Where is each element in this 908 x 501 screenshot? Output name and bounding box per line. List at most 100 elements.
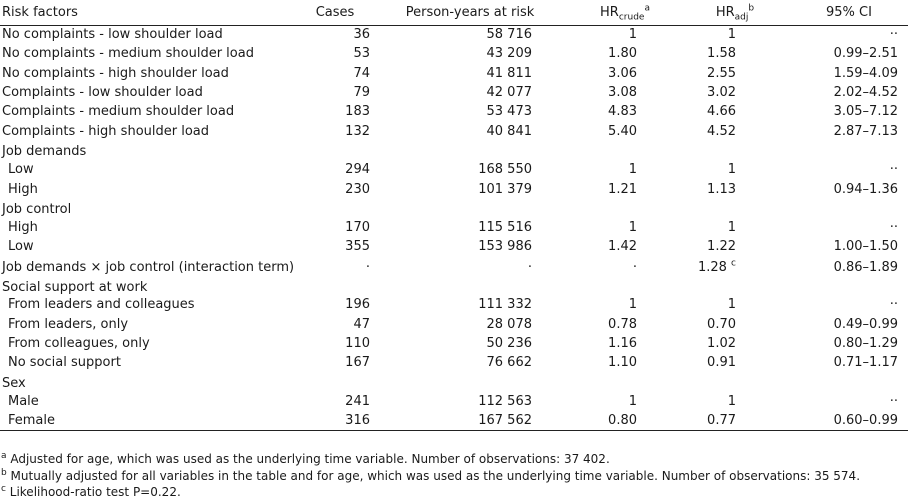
table-row: Complaints - low shoulder load 79 42 077… xyxy=(0,83,908,102)
row-label: No complaints - high shoulder load xyxy=(2,65,229,81)
cell-hr-crude: 1.16 xyxy=(608,335,637,351)
table-row: From leaders, only 47 28 078 0.78 0.70 0… xyxy=(0,314,908,333)
cell-ci: 0.80–1.29 xyxy=(833,335,898,351)
cell-hr-adj: 1 xyxy=(727,162,736,178)
cell-cases: 170 xyxy=(345,220,370,236)
cell-cases: 230 xyxy=(345,181,370,197)
cell-hr-crude: 1.21 xyxy=(608,181,637,197)
cell-ci: 2.87–7.13 xyxy=(833,123,898,139)
footnote-a: a Adjusted for age, which was used as th… xyxy=(0,451,908,468)
cell-hr-crude: 1.42 xyxy=(608,239,637,255)
cell-cases: 132 xyxy=(345,123,370,139)
cell-person-years: 112 563 xyxy=(478,393,532,409)
cell-ci: ·· xyxy=(889,162,898,178)
footnotes: a Adjusted for age, which was used as th… xyxy=(0,451,908,501)
table-row: High 230 101 379 1.21 1.13 0.94–1.36 xyxy=(0,179,908,198)
header-hr-crude: HRcrudea xyxy=(570,0,680,26)
section-row: Social support at work xyxy=(0,276,908,295)
row-label: Complaints - high shoulder load xyxy=(2,123,210,139)
cell-ci: 0.86–1.89 xyxy=(833,260,898,276)
cell-hr-crude: 1 xyxy=(628,297,637,313)
cell-hr-crude: 5.40 xyxy=(608,123,637,139)
header-hr-adj-sup: b xyxy=(748,3,755,14)
table-row: No social support 167 76 662 1.10 0.91 0… xyxy=(0,353,908,372)
cell-hr-adj: 1.02 xyxy=(707,335,736,351)
cell-person-years: 42 077 xyxy=(486,85,533,101)
cell-hr-crude: 3.06 xyxy=(608,65,637,81)
header-hr-adj-main: HR xyxy=(715,4,735,20)
cell-hr-adj: 1.13 xyxy=(707,181,736,197)
table-header: Risk factors Cases Person-years at risk … xyxy=(0,0,908,26)
cell-hr-crude: 1 xyxy=(628,27,637,43)
cell-hr-crude: 1 xyxy=(628,162,637,178)
table-row: Complaints - medium shoulder load 183 53… xyxy=(0,102,908,121)
cell-hr-adj: 0.70 xyxy=(707,316,736,332)
cell-ci: 0.99–2.51 xyxy=(833,46,898,62)
cell-hr-adj: 1 xyxy=(727,27,736,43)
table-row: Female 316 167 562 0.80 0.77 0.60–0.99 xyxy=(0,410,908,431)
row-label: Male xyxy=(8,393,39,409)
table-row: No complaints - high shoulder load 74 41… xyxy=(0,64,908,83)
row-label: High xyxy=(8,181,38,197)
table-row: Low 355 153 986 1.42 1.22 1.00–1.50 xyxy=(0,237,908,256)
cell-person-years: 111 332 xyxy=(478,297,532,313)
cell-hr-adj: 1.22 xyxy=(707,239,736,255)
cell-hr-adj: 1 xyxy=(727,297,736,313)
section-heading: Social support at work xyxy=(2,279,148,295)
cell-hr-adj-footnote-mark: c xyxy=(731,258,736,269)
cell-hr-adj-value: 1.28 xyxy=(697,260,727,276)
cell-person-years: 115 516 xyxy=(478,220,532,236)
footnote-b: b Mutually adjusted for all variables in… xyxy=(0,468,908,485)
cell-cases: · xyxy=(365,260,370,276)
section-row: Job control xyxy=(0,199,908,218)
cell-person-years: 40 841 xyxy=(486,123,533,139)
footnote-text: Likelihood-ratio test P=0.22. xyxy=(5,485,181,499)
header-hr-crude-sub: crude xyxy=(618,12,645,23)
cell-hr-crude: 1 xyxy=(628,393,637,409)
cell-ci: 0.49–0.99 xyxy=(833,316,898,332)
cell-person-years: 28 078 xyxy=(486,316,533,332)
table-body: No complaints - low shoulder load 36 58 … xyxy=(0,25,908,431)
cell-person-years: 43 209 xyxy=(486,46,533,62)
table-row: High 170 115 516 1 1 ·· xyxy=(0,218,908,237)
cell-cases: 241 xyxy=(345,393,370,409)
table-row: From colleagues, only 110 50 236 1.16 1.… xyxy=(0,334,908,353)
cell-person-years: 53 473 xyxy=(486,104,533,120)
cell-cases: 316 xyxy=(300,410,370,431)
cell-ci: ·· xyxy=(889,220,898,236)
cell-person-years: 153 986 xyxy=(478,239,532,255)
row-label: Low xyxy=(8,239,34,255)
cell-person-years: 76 662 xyxy=(486,355,533,371)
row-label: Complaints - medium shoulder load xyxy=(2,104,235,120)
cell-person-years: 167 562 xyxy=(370,410,570,431)
section-heading: Job demands xyxy=(2,144,87,160)
cell-cases: 294 xyxy=(345,162,370,178)
cell-hr-crude: 0.80 xyxy=(570,410,680,431)
cell-hr-crude: 0.78 xyxy=(608,316,637,332)
footnote-text: Adjusted for age, which was used as the … xyxy=(6,452,610,466)
cell-person-years: 50 236 xyxy=(486,335,533,351)
cell-hr-adj: 1.58 xyxy=(707,46,736,62)
footnote-mark: a xyxy=(1,451,7,461)
row-label: Complaints - low shoulder load xyxy=(2,85,203,101)
row-label: Female xyxy=(0,410,300,431)
interaction-row: Job demands × job control (interaction t… xyxy=(0,257,908,276)
cell-ci: ·· xyxy=(889,393,898,409)
footnote-mark: c xyxy=(1,484,6,494)
cell-hr-adj: 1.28 c xyxy=(680,257,790,276)
cell-ci: 0.60–0.99 xyxy=(790,410,908,431)
row-label: From leaders and colleagues xyxy=(8,297,195,313)
cell-cases: 355 xyxy=(345,239,370,255)
row-label: No social support xyxy=(8,355,121,371)
cell-ci: 0.94–1.36 xyxy=(833,181,898,197)
section-heading: Sex xyxy=(2,375,26,391)
cell-hr-adj: 1 xyxy=(727,220,736,236)
row-label: From leaders, only xyxy=(8,316,129,332)
cell-ci: 2.02–4.52 xyxy=(833,85,898,101)
cell-hr-adj: 4.52 xyxy=(707,123,736,139)
cell-ci: 1.59–4.09 xyxy=(833,65,898,81)
header-person-years: Person-years at risk xyxy=(370,0,570,26)
cell-cases: 79 xyxy=(353,85,370,101)
cell-person-years: · xyxy=(527,260,532,276)
header-risk-factors: Risk factors xyxy=(0,0,300,26)
